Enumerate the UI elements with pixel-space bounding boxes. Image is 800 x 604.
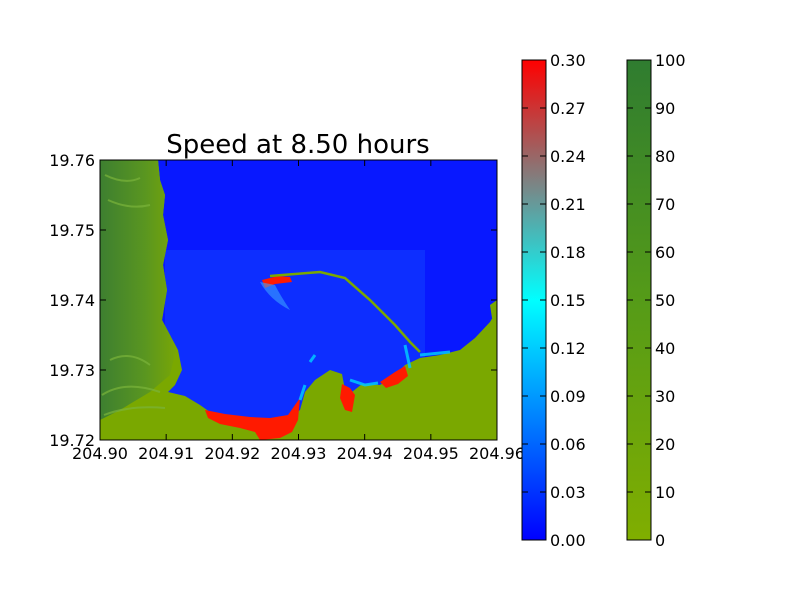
colorbar-tick-label: 0.27 [550, 99, 586, 118]
colorbar-tick-label: 0.24 [550, 147, 586, 166]
x-axis: 204.90 204.91 204.92 204.93 204.94 204.95 204.… [72, 160, 525, 463]
y-tick-label: 19.75 [49, 221, 95, 240]
stream-lines [101, 174, 166, 416]
colorbar-tick-label: 40 [655, 339, 675, 358]
colorbar-tick-label: 0.12 [550, 339, 586, 358]
colorbar-tick-label: 0.00 [550, 531, 586, 550]
colorbar-tick-label: 30 [655, 387, 675, 406]
speed-colorbar-ticks: 0.00 0.03 0.06 0.09 0.12 0.15 0.18 0.21 0.24 0.27… [522, 51, 586, 550]
x-tick-label: 204.95 [403, 444, 459, 463]
colorbar-tick-label: 0.06 [550, 435, 586, 454]
y-tick-label: 19.72 [49, 431, 95, 450]
colorbar-tick-label: 0.15 [550, 291, 586, 310]
y-tick-label: 19.74 [49, 291, 95, 310]
colorbar-tick-label: 90 [655, 99, 675, 118]
mid-speed-shoreline [298, 344, 451, 401]
high-speed-zone-east [380, 366, 408, 388]
y-tick-label: 19.73 [49, 361, 95, 380]
colorbar-tick-label: 0 [655, 531, 665, 550]
colorbar-tick-label: 10 [655, 483, 675, 502]
highland [100, 160, 176, 420]
colorbar-tick-label: 0.18 [550, 243, 586, 262]
colorbar-tick-label: 80 [655, 147, 675, 166]
x-tick-label: 204.94 [337, 444, 393, 463]
colorbar-tick-label: 60 [655, 243, 675, 262]
heatmap-plot [100, 160, 497, 440]
colorbar-tick-label: 70 [655, 195, 675, 214]
colorbar-tick-label: 50 [655, 291, 675, 310]
chart-title: Speed at 8.50 hours [166, 130, 429, 160]
colorbar-tick-label: 20 [655, 435, 675, 454]
x-tick-label: 204.93 [271, 444, 327, 463]
y-axis: 19.72 19.73 19.74 19.75 19.76 [49, 151, 497, 450]
x-tick-label: 204.92 [204, 444, 260, 463]
colorbar-tick-label: 0.30 [550, 51, 586, 70]
colorbar-tick-label: 0.21 [550, 195, 586, 214]
topography-colorbar-ticks: 0 10 20 30 40 50 60 70 80 90 100 [627, 51, 686, 550]
x-tick-label: 204.91 [138, 444, 194, 463]
mid-speed-patch [260, 282, 290, 310]
x-tick-label: 204.90 [72, 444, 128, 463]
x-tick-label: 204.96 [469, 444, 525, 463]
east-coast-strip [490, 300, 497, 318]
colorbar-tick-label: 0.03 [550, 483, 586, 502]
breakwater [269, 270, 421, 353]
high-speed-zone-mid [340, 384, 355, 412]
y-tick-label: 19.76 [49, 151, 95, 170]
colorbar-tick-label: 100 [655, 51, 686, 70]
colorbar-tick-label: 0.09 [550, 387, 586, 406]
high-speed-zone-south [205, 398, 300, 440]
